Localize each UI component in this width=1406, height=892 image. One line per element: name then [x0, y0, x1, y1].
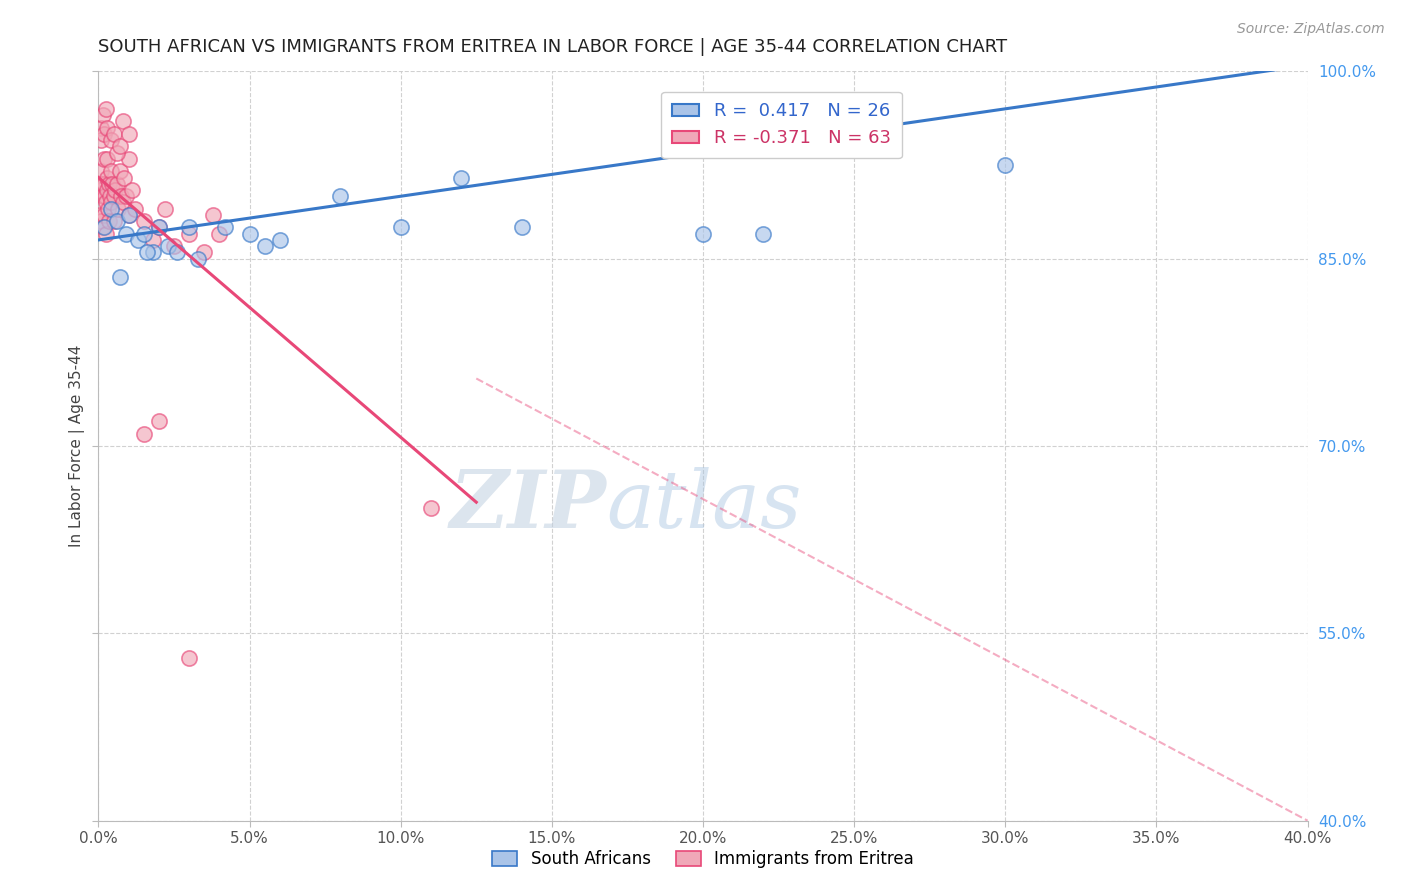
Point: [148, 220, 170, 235]
Point: [269, 233, 291, 247]
Point: [118, 208, 141, 222]
Point: [108, 139, 131, 153]
Point: [692, 227, 714, 241]
Legend: R =  0.417   N = 26, R = -0.371   N = 63: R = 0.417 N = 26, R = -0.371 N = 63: [661, 92, 901, 158]
Point: [96, 152, 118, 166]
Point: [179, 220, 201, 235]
Point: [107, 202, 129, 216]
Point: [91, 220, 114, 235]
Point: [108, 270, 131, 285]
Point: [214, 220, 236, 235]
Point: [118, 127, 141, 141]
Point: [329, 189, 352, 203]
Point: [91, 177, 114, 191]
Point: [450, 170, 472, 185]
Point: [127, 233, 149, 247]
Point: [156, 239, 179, 253]
Point: [510, 220, 533, 235]
Point: [93, 127, 115, 141]
Point: [124, 202, 146, 216]
Point: [90, 120, 112, 135]
Point: [94, 189, 117, 203]
Point: [103, 189, 125, 203]
Point: [153, 202, 176, 216]
Point: [179, 227, 201, 241]
Point: [97, 202, 120, 216]
Point: [100, 202, 122, 216]
Point: [132, 214, 155, 228]
Point: [389, 220, 412, 235]
Point: [90, 164, 112, 178]
Point: [114, 189, 136, 203]
Point: [100, 133, 122, 147]
Point: [187, 252, 209, 266]
Point: [96, 183, 118, 197]
Text: ZIP: ZIP: [450, 467, 606, 545]
Point: [98, 177, 121, 191]
Point: [135, 245, 157, 260]
Legend: South Africans, Immigrants from Eritrea: South Africans, Immigrants from Eritrea: [485, 844, 921, 875]
Point: [114, 227, 136, 241]
Point: [105, 214, 128, 228]
Point: [111, 114, 134, 128]
Point: [93, 177, 115, 191]
Point: [103, 214, 125, 228]
Point: [163, 239, 186, 253]
Point: [132, 227, 155, 241]
Point: [98, 189, 121, 203]
Point: [105, 145, 128, 160]
Point: [166, 245, 188, 260]
Point: [94, 227, 117, 241]
Point: [148, 220, 170, 235]
Point: [111, 195, 134, 210]
Point: [253, 239, 276, 253]
Point: [103, 127, 125, 141]
Point: [994, 158, 1017, 172]
Point: [89, 208, 111, 222]
Point: [93, 220, 115, 235]
Point: [94, 195, 117, 210]
Point: [752, 227, 775, 241]
Point: [93, 208, 115, 222]
Point: [193, 245, 215, 260]
Point: [94, 102, 117, 116]
Point: [118, 208, 141, 222]
Point: [93, 152, 115, 166]
Point: [202, 208, 225, 222]
Point: [89, 183, 111, 197]
Point: [148, 414, 170, 428]
Point: [91, 108, 114, 122]
Point: [100, 195, 122, 210]
Point: [96, 120, 118, 135]
Text: atlas: atlas: [606, 467, 801, 545]
Point: [118, 152, 141, 166]
Point: [90, 133, 112, 147]
Point: [420, 501, 443, 516]
Point: [112, 170, 135, 185]
Point: [132, 426, 155, 441]
Y-axis label: In Labor Force | Age 35-44: In Labor Force | Age 35-44: [69, 345, 84, 547]
Point: [90, 183, 112, 197]
Point: [91, 189, 114, 203]
Point: [110, 189, 132, 203]
Point: [142, 245, 165, 260]
Point: [96, 170, 118, 185]
Point: [121, 183, 143, 197]
Point: [142, 233, 165, 247]
Point: [100, 164, 122, 178]
Point: [104, 183, 127, 197]
Point: [90, 214, 112, 228]
Point: [105, 177, 128, 191]
Point: [98, 214, 121, 228]
Point: [239, 227, 262, 241]
Text: SOUTH AFRICAN VS IMMIGRANTS FROM ERITREA IN LABOR FORCE | AGE 35-44 CORRELATION : SOUTH AFRICAN VS IMMIGRANTS FROM ERITREA…: [98, 38, 1008, 56]
Point: [208, 227, 231, 241]
Point: [179, 651, 201, 665]
Point: [101, 177, 124, 191]
Point: [108, 164, 131, 178]
Text: Source: ZipAtlas.com: Source: ZipAtlas.com: [1237, 22, 1385, 37]
